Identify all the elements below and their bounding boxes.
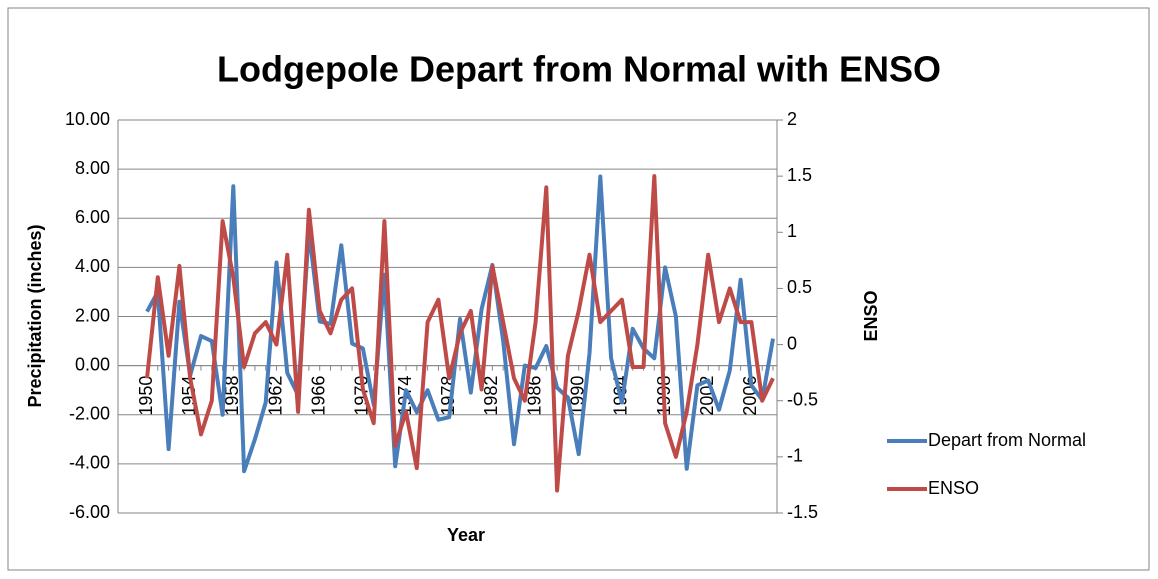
- y-tick-label: 8.00: [75, 158, 110, 178]
- y-axis-title: Precipitation (inches): [25, 224, 45, 407]
- legend-label: ENSO: [928, 478, 979, 498]
- y2-tick-label: -0.5: [787, 389, 818, 409]
- x-tick-label: 1962: [265, 376, 285, 416]
- y2-tick-label: -1.5: [787, 502, 818, 522]
- y2-tick-label: 2: [787, 109, 797, 129]
- y2-tick-label: -1: [787, 446, 803, 466]
- y-tick-label: 10.00: [65, 109, 110, 129]
- data-line: [145, 174, 775, 474]
- y2-tick-label: 1: [787, 221, 797, 241]
- y2-tick-label: 0: [787, 333, 797, 353]
- x-tick-label: 1950: [136, 376, 156, 416]
- y-tick-label: 0.00: [75, 354, 110, 374]
- x-tick-label: 2006: [740, 376, 760, 416]
- y-tick-label: 2.00: [75, 305, 110, 325]
- x-axis-title: Year: [447, 525, 485, 545]
- x-tick-label: 1958: [222, 376, 242, 416]
- legend-label: Depart from Normal: [928, 430, 1086, 450]
- chart-border: [7, 7, 1150, 571]
- y2-tick-label: 0.5: [787, 277, 812, 297]
- y2-tick-label: 1.5: [787, 165, 812, 185]
- y-tick-label: -6.00: [69, 502, 110, 522]
- chart-title: Lodgepole Depart from Normal with ENSO: [217, 49, 941, 90]
- y-tick-label: 4.00: [75, 256, 110, 276]
- y-tick-label: -2.00: [69, 404, 110, 424]
- x-tick-label: 1966: [308, 376, 328, 416]
- x-tick-label: 1986: [524, 376, 544, 416]
- data-line: [145, 174, 775, 493]
- y-tick-label: 6.00: [75, 207, 110, 227]
- y-tick-label: -4.00: [69, 453, 110, 473]
- x-tick-label: 1982: [481, 376, 501, 416]
- y2-axis-title: ENSO: [861, 290, 881, 341]
